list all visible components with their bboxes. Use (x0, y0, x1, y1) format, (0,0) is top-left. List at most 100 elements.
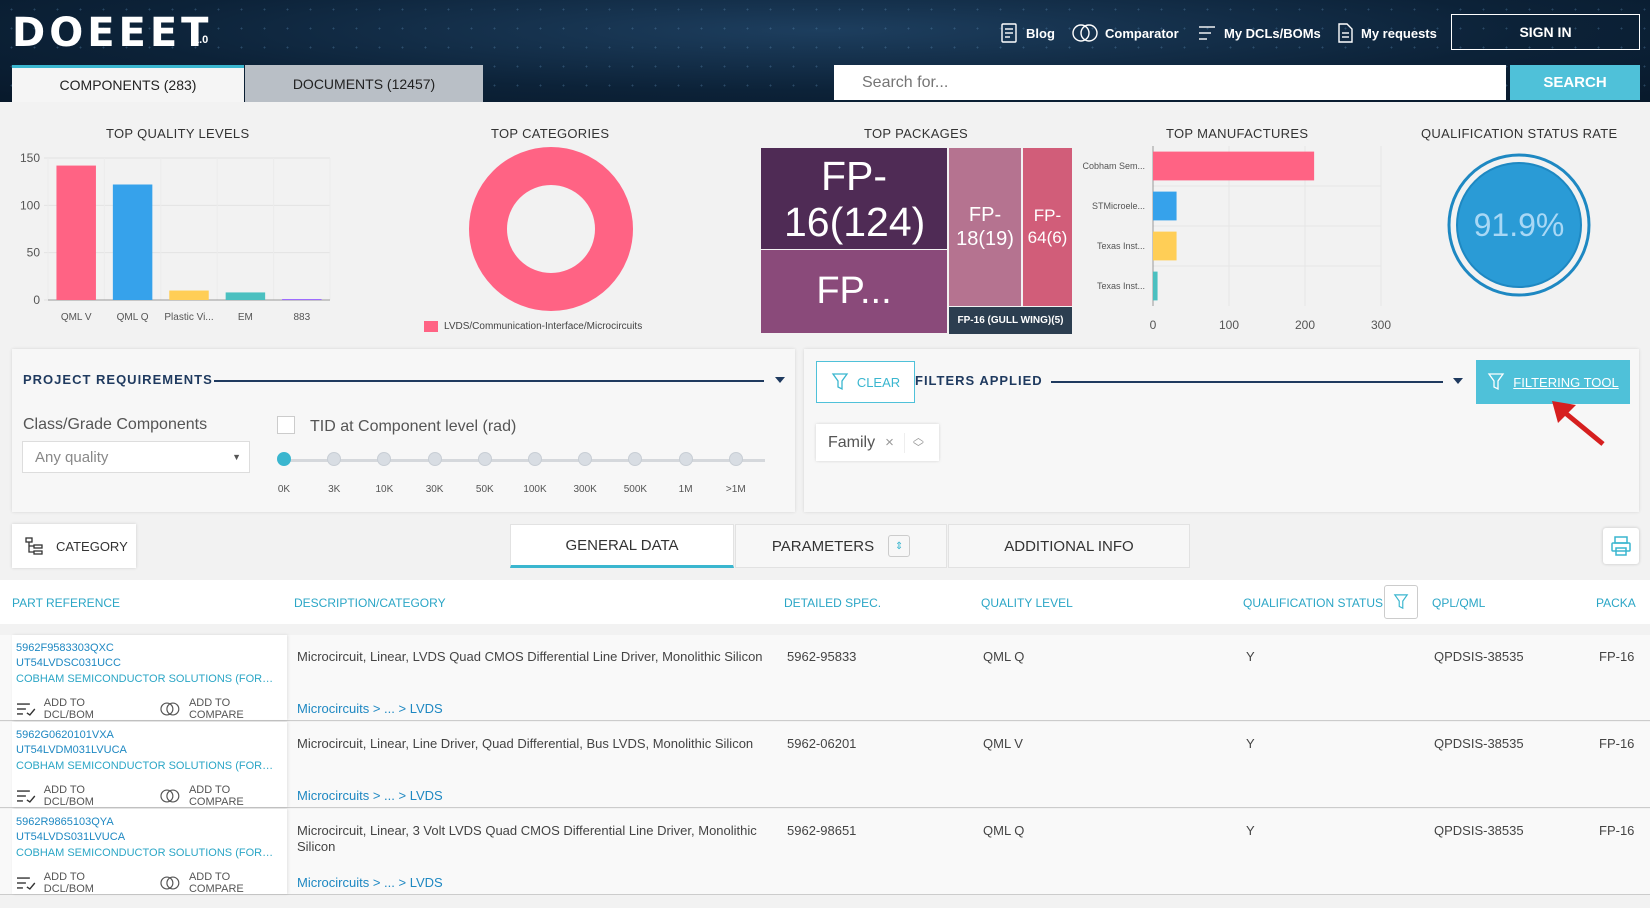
manufacturer-link[interactable]: COBHAM SEMICONDUCTOR SOLUTIONS (FORMERLY… (16, 673, 278, 685)
table-row[interactable]: 5962R9865103QYA UT54LVDS031LVUCA COBHAM … (0, 809, 1650, 895)
bar[interactable] (112, 184, 153, 300)
slider-knob[interactable] (528, 452, 542, 466)
qualification-title: QUALIFICATION STATUS RATE (1421, 126, 1618, 141)
bar[interactable] (56, 165, 96, 300)
tab-additional-info[interactable]: ADDITIONAL INFO (948, 524, 1190, 568)
column-header-spec[interactable]: DETAILED SPEC. (784, 596, 882, 610)
nav-comparator[interactable]: Comparator (1071, 22, 1179, 44)
tid-checkbox[interactable] (277, 416, 295, 434)
part-number-link[interactable]: 5962G0620101VXA (16, 729, 114, 741)
manufacturer-part-link[interactable]: UT54LVDM031LVUCA (16, 744, 127, 756)
sign-in-button[interactable]: SIGN IN (1451, 14, 1640, 50)
sort-icon[interactable]: ︿ ﹀ (903, 432, 924, 453)
filter-chip-family[interactable]: Family × ︿ ﹀ (816, 424, 939, 461)
bar[interactable] (1153, 151, 1315, 181)
status-filter-button[interactable] (1384, 585, 1418, 619)
slider-knob[interactable] (678, 452, 693, 466)
nav-blog[interactable]: Blog (998, 22, 1055, 44)
treemap-cell-fp64[interactable]: FP-64(6) (1023, 148, 1072, 306)
qualification-status: Y (1246, 649, 1255, 664)
column-header-quality[interactable]: QUALITY LEVEL (981, 596, 1073, 610)
collapse-caret-icon[interactable] (775, 377, 785, 383)
bar[interactable] (1153, 271, 1158, 301)
manufacturer-link[interactable]: COBHAM SEMICONDUCTOR SOLUTIONS (FORMERLY… (16, 760, 278, 772)
add-to-dcl-button[interactable]: ADD TO DCL/BOM (43, 697, 94, 721)
tid-slider-track[interactable] (280, 459, 765, 462)
column-header-desc[interactable]: DESCRIPTION/CATEGORY (294, 596, 446, 610)
add-to-compare-button[interactable]: ADD TO COMPARE (188, 784, 244, 808)
add-list-icon (16, 877, 36, 890)
categories-donut-chart (469, 147, 633, 311)
column-header-package[interactable]: PACKA (1596, 596, 1636, 610)
quality-select[interactable]: Any quality ▼ (22, 441, 250, 473)
part-number-link[interactable]: 5962F9583303QXC (16, 642, 114, 654)
logo[interactable]: DOEEET (12, 10, 213, 56)
print-button[interactable] (1603, 528, 1639, 564)
bar[interactable] (282, 299, 322, 301)
tab-components[interactable]: COMPONENTS (283) (12, 65, 244, 102)
add-to-compare-button[interactable]: ADD TO COMPARE (188, 697, 244, 721)
section-divider (1051, 381, 1443, 383)
treemap-label-fp16-gull: FP-16 (GULL WING)(5) (957, 315, 1064, 326)
description-text: Microcircuit, Linear, Line Driver, Quad … (297, 736, 754, 751)
add-to-dcl-button[interactable]: ADD TO DCL/BOM (43, 871, 94, 895)
quality-level: QML Q (983, 823, 1025, 838)
column-header-status[interactable]: QUALIFICATION STATUS (1243, 596, 1384, 610)
blog-icon (1001, 23, 1017, 43)
column-header-qpl[interactable]: QPL/QML (1432, 596, 1486, 610)
category-button[interactable]: CATEGORY (12, 524, 136, 568)
slider-knob[interactable] (277, 452, 291, 466)
slider-knob[interactable] (327, 452, 342, 466)
column-header-part[interactable]: PART REFERENCE (12, 596, 121, 610)
treemap-cell-fp16[interactable]: FP-16(124) (761, 148, 947, 249)
y-tick-label: Cobham Sem... (1082, 161, 1145, 171)
bar[interactable] (225, 292, 266, 300)
slider-knob[interactable] (477, 452, 492, 466)
collapse-caret-icon[interactable] (1453, 378, 1463, 384)
close-icon[interactable]: × (885, 434, 894, 451)
nav-dcls[interactable]: My DCLs/BOMs (1196, 22, 1321, 44)
detailed-spec[interactable]: 5962-95833 (787, 649, 857, 664)
clear-filters-button[interactable]: CLEAR (816, 361, 915, 403)
filtering-tool-button[interactable]: FILTERING TOOL (1476, 360, 1630, 404)
table-row[interactable]: 5962F9583303QXC UT54LVDSC031UCC COBHAM S… (0, 635, 1650, 721)
slider-knob[interactable] (728, 452, 743, 466)
x-tick-label: 300 (1371, 318, 1391, 332)
bar[interactable] (169, 290, 209, 300)
add-to-dcl-button[interactable]: ADD TO DCL/BOM (43, 784, 94, 808)
bar[interactable] (1153, 191, 1177, 221)
part-number-link[interactable]: 5962R9865103QYA (16, 816, 114, 828)
manufacturer-part-link[interactable]: UT54LVDS031LVUCA (16, 831, 126, 843)
treemap-cell-fp18[interactable]: FP-18(19) (949, 148, 1021, 306)
slider-knob[interactable] (578, 452, 593, 466)
detailed-spec[interactable]: 5962-98651 (787, 823, 857, 838)
project-requirements-panel: PROJECT REQUIREMENTS Class/Grade Compone… (12, 349, 795, 512)
treemap-cell-fp16-gull[interactable]: FP-16 (GULL WING)(5) (949, 307, 1072, 334)
search-input[interactable] (834, 65, 1506, 100)
tab-parameters[interactable]: PARAMETERS ⇕ (735, 524, 947, 568)
add-to-compare-button[interactable]: ADD TO COMPARE (188, 871, 244, 895)
manufacturer-link[interactable]: COBHAM SEMICONDUCTOR SOLUTIONS (FORMERLY… (16, 847, 278, 859)
tab-documents[interactable]: DOCUMENTS (12457) (245, 65, 483, 102)
category-breadcrumb[interactable]: Microcircuits > ... > LVDS (297, 875, 443, 890)
sort-icon[interactable]: ⇕ (888, 535, 911, 557)
category-breadcrumb[interactable]: Microcircuits > ... > LVDS (297, 701, 443, 716)
categories-legend[interactable]: LVDS/Communication-Interface/Microcircui… (424, 321, 642, 332)
search-button[interactable]: SEARCH (1510, 65, 1640, 100)
filter-icon (1393, 594, 1409, 610)
nav-requests[interactable]: My requests (1335, 22, 1437, 44)
detailed-spec[interactable]: 5962-06201 (787, 736, 857, 751)
slider-knob[interactable] (377, 452, 392, 466)
category-breadcrumb[interactable]: Microcircuits > ... > LVDS (297, 788, 443, 803)
x-tick-label: EM (238, 312, 253, 323)
slider-knob[interactable] (427, 452, 442, 466)
qpl-value: QPDSIS-38535 (1434, 823, 1524, 838)
tab-general-data[interactable]: GENERAL DATA (510, 524, 734, 568)
treemap-cell-fp-other[interactable]: FP... (761, 250, 947, 333)
slider-knob[interactable] (628, 452, 643, 466)
donut-slice-lvds[interactable] (469, 147, 633, 311)
bar[interactable] (1153, 231, 1177, 261)
table-row[interactable]: 5962G0620101VXA UT54LVDM031LVUCA COBHAM … (0, 722, 1650, 808)
manufacturer-part-link[interactable]: UT54LVDSC031UCC (16, 657, 121, 669)
y-tick-label: 50 (27, 246, 41, 260)
